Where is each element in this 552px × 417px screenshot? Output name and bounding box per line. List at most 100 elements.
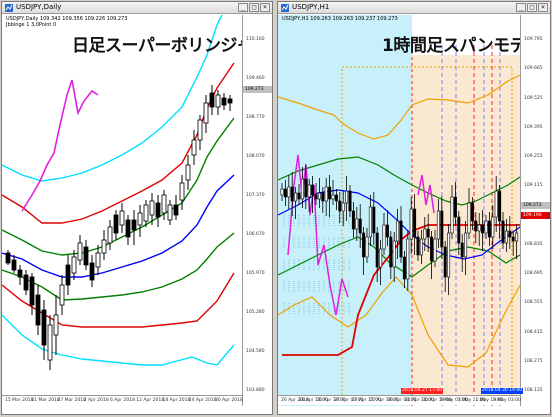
chart-info-line: USDJPY,Daily 109.342 109.356 109.226 109… [6, 16, 128, 22]
time-axis-label: 27 Apr 03:00 [334, 398, 364, 403]
time-axis-label: 27 Apr 11:00 [351, 398, 381, 403]
hourly-chart-window[interactable]: USDJPY,H1 _ □ × USDJPY,H1 109.263 109.26… [277, 1, 551, 415]
chart-title-bar[interactable]: USDJPY,H1 _ □ × [278, 2, 550, 14]
maximize-button[interactable]: □ [527, 3, 537, 12]
candle-body [41, 309, 47, 346]
time-axis-label: 26 Apr 19:00 [316, 398, 346, 403]
candle-body [379, 248, 383, 268]
price-axis-label: 109.255 [524, 154, 543, 159]
time-axis-label: 27 Apr 19:00 [369, 398, 399, 403]
candle-body [307, 184, 311, 198]
close-button[interactable]: × [260, 3, 270, 12]
candle-body [457, 216, 461, 244]
time-axis-label: 27 Mar 2018 [57, 398, 87, 403]
price-axis[interactable]: 110.160 109.460 108.770 108.070 107.370 106.6… [242, 15, 272, 406]
candle-body [143, 204, 149, 222]
price-axis-label: 104.580 [246, 349, 265, 354]
candle-body [453, 196, 457, 218]
price-axis-label: 103.880 [246, 388, 265, 393]
candle-body [508, 230, 512, 238]
bollinger-band-line [2, 174, 235, 278]
candle-body [125, 219, 131, 238]
candle-body [460, 242, 464, 258]
candle-body [498, 190, 502, 222]
time-axis-label: 15 Mar 2018 [5, 398, 34, 403]
candle-body [155, 202, 161, 218]
candle-body [402, 256, 406, 280]
price-axis-label: 109.665 [524, 66, 543, 72]
candle-body [382, 224, 386, 250]
time-axis-label: 18 Apr 2018 [162, 398, 191, 403]
price-axis-label: 108.555 [524, 300, 543, 306]
chart-title-bar[interactable]: USDJPY,Daily _ □ × [2, 2, 272, 14]
candle-body [487, 220, 491, 238]
candle-body [399, 220, 403, 258]
price-axis-label: 108.070 [246, 154, 265, 159]
candle-body [290, 186, 294, 202]
span-band-line [278, 276, 520, 368]
window-title: USDJPY,H1 [292, 3, 330, 11]
time-axis-label: 1 May 11:00 [457, 398, 486, 403]
minimize-button[interactable]: _ [516, 3, 526, 12]
candle-body [71, 256, 77, 274]
price-axis[interactable]: 109.795 109.665 109.525 109.395 109.255 109.1… [520, 15, 550, 406]
maximize-button[interactable]: □ [249, 3, 259, 12]
close-button[interactable]: × [538, 3, 548, 12]
candle-body [35, 294, 41, 326]
candle-body [314, 194, 318, 200]
candle-body [447, 232, 451, 278]
candle-body [167, 204, 173, 221]
candle-body [215, 94, 221, 108]
candle-body [491, 216, 495, 238]
candle-body [173, 204, 179, 216]
time-axis-label: 21 Mar 2018 [31, 398, 60, 403]
candle-body [494, 190, 498, 218]
time-axis[interactable]: 15 Mar 2018 21 Mar 2018 27 Mar 2018 2 Apr 2… [2, 395, 243, 405]
chart-icon [5, 4, 13, 12]
bollinger-band-line [2, 232, 235, 301]
candle-body [416, 236, 420, 256]
span-band-line [278, 189, 520, 260]
time-axis[interactable]: 26 Apr 2018 26 Apr 11:00 26 Apr 19:00 27 Ap… [278, 395, 521, 405]
candle-body [179, 182, 185, 201]
candle-body [107, 226, 113, 244]
chart-icon [281, 4, 289, 12]
candle-body [504, 230, 508, 244]
price-axis-label: 106.670 [246, 232, 265, 237]
candle-body [484, 220, 488, 234]
minimize-button[interactable]: _ [238, 3, 248, 12]
candle-body [227, 98, 233, 104]
candle-body [501, 220, 505, 244]
current-price-tag: 109.273 [521, 202, 550, 209]
time-marker: 2018.04.30 19:00 [481, 388, 524, 394]
price-axis-label: 108.135 [524, 388, 543, 393]
daily-chart-window[interactable]: USDJPY,Daily _ □ × USDJPY,Daily 109.342 … [1, 1, 273, 415]
candle-body [474, 220, 478, 232]
time-axis-label: 1 May 19:00 [475, 398, 504, 403]
price-axis-label: 108.835 [524, 241, 543, 247]
time-axis-label: 2 May 03:00 [493, 398, 521, 403]
candle-body [161, 194, 167, 214]
price-axis-label: 109.115 [524, 183, 543, 189]
candle-body [385, 224, 389, 238]
candle-body [221, 97, 227, 106]
price-axis-label: 109.395 [524, 124, 543, 130]
hourly-plot-area[interactable] [278, 15, 520, 406]
candle-body [341, 202, 345, 212]
chart-info-line: USDJPY,H1 109.263 109.263 109.237 109.27… [282, 16, 398, 22]
candle-body [197, 119, 203, 141]
time-axis-label: 30 Apr 19:00 [422, 398, 452, 403]
candle-body [29, 276, 35, 306]
candle-body [355, 218, 359, 230]
price-axis-label: 108.770 [246, 115, 265, 120]
chart-annotation: 1時間足スパンモデル [382, 36, 543, 56]
candle-body [413, 208, 417, 238]
price-axis-label: 108.415 [524, 329, 543, 335]
level-price-tag: 109.190 [521, 212, 550, 219]
price-axis-label: 105.970 [246, 271, 265, 276]
time-axis-label: 30 Apr 11:00 [404, 398, 434, 403]
candle-body [47, 324, 53, 361]
candle-body [338, 200, 342, 212]
candle-body [113, 214, 119, 234]
daily-plot-area[interactable] [2, 15, 242, 406]
